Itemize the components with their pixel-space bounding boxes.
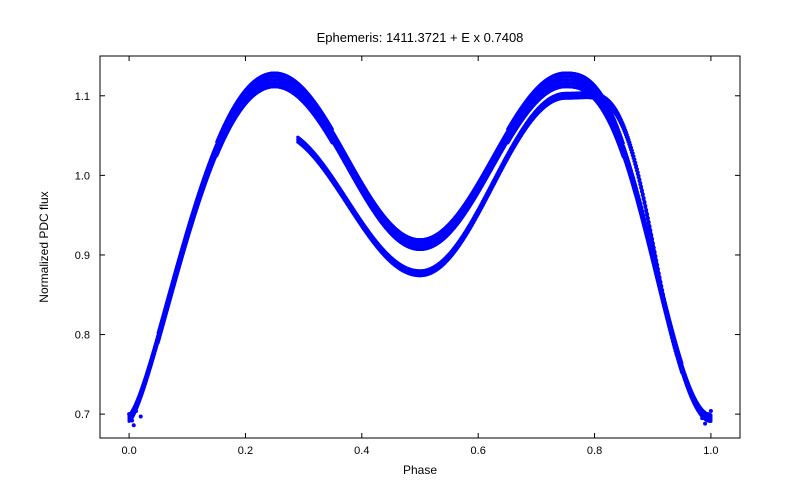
x-axis-label: Phase <box>403 463 437 477</box>
ytick-label: 0.7 <box>75 409 90 421</box>
ytick-label: 0.8 <box>75 330 90 342</box>
xtick-label: 0.6 <box>471 445 486 457</box>
xtick-label: 0.4 <box>354 445 369 457</box>
xtick-label: 0.2 <box>238 445 253 457</box>
xtick-label: 0.0 <box>121 445 136 457</box>
light-curve-chart: 0.0 0.2 0.4 0.6 0.8 1.0 0.7 0.8 0.9 1.0 1.1 Phase No… <box>0 0 800 500</box>
y-axis-label: Normalized PDC flux <box>37 191 51 302</box>
ytick-label: 1.1 <box>75 91 90 103</box>
ytick-label: 0.9 <box>75 250 90 262</box>
xtick-label: 1.0 <box>703 445 718 457</box>
ytick-label: 1.0 <box>75 170 90 182</box>
chart-container: 0.0 0.2 0.4 0.6 0.8 1.0 0.7 0.8 0.9 1.0 1.1 Phase No… <box>0 0 800 500</box>
xtick-label: 0.8 <box>587 445 602 457</box>
chart-title: Ephemeris: 1411.3721 + E x 0.7408 <box>317 30 524 45</box>
